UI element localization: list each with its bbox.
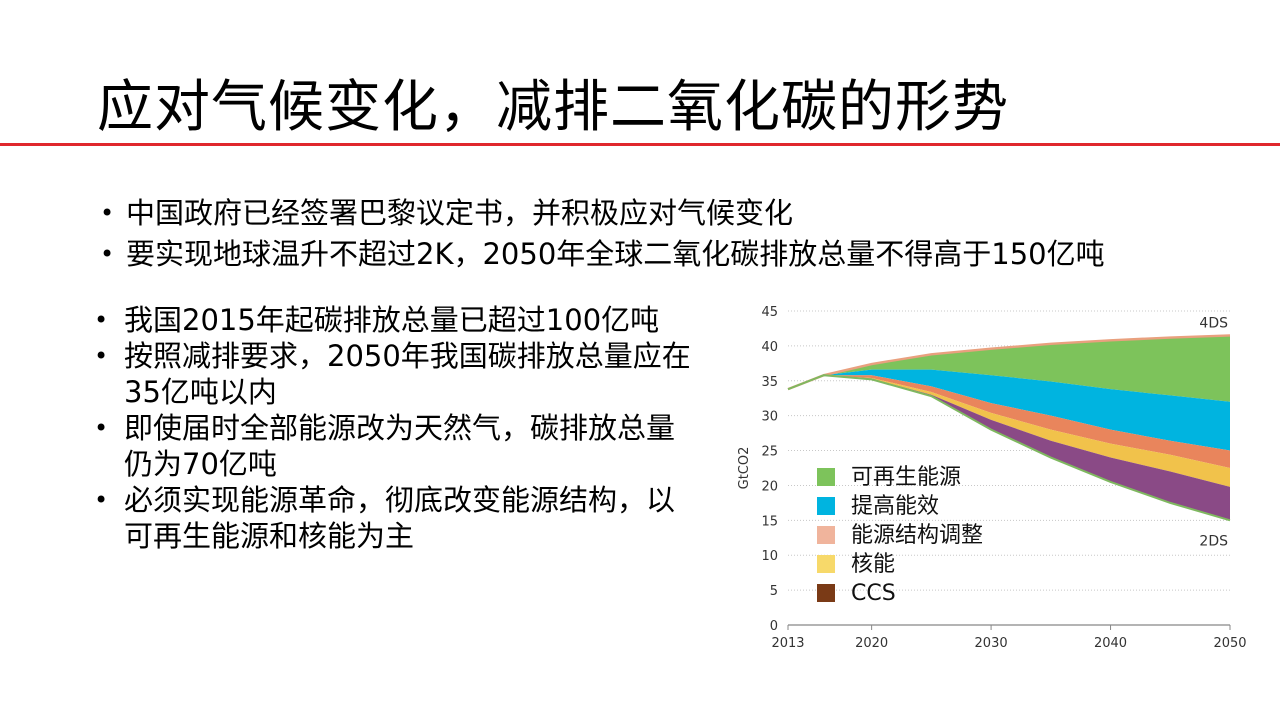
area-band-1 (788, 335, 1230, 402)
y-tick-label: 30 (761, 410, 778, 425)
bullet-text: 中国政府已经签署巴黎议定书，并积极应对气候变化 (126, 196, 794, 230)
bullet-item: • 我国2015年起碳排放总量已超过100亿吨 (92, 302, 692, 338)
bullet-dot-icon: • (94, 342, 109, 370)
bullet-dot-icon: • (100, 240, 115, 268)
legend-label: 提高能效 (851, 494, 939, 519)
line-2ds (787, 374, 1231, 522)
legend-swatch (817, 497, 835, 515)
bullet-dot-icon: • (94, 414, 109, 442)
bullet-dot-icon: • (94, 486, 109, 514)
legend-swatch (817, 526, 835, 544)
y-tick-label: 20 (761, 479, 778, 494)
y-tick-label: 10 (761, 549, 778, 564)
line-4ds (787, 334, 1231, 391)
bullet-text: 即使届时全部能源改为天然气，碳排放总量仍为70亿吨 (124, 411, 676, 481)
y-tick-label: 25 (761, 445, 778, 460)
bullet-text: 要实现地球温升不超过2K，2050年全球二氧化碳排放总量不得高于150亿吨 (126, 237, 1105, 271)
bullet-item: • 中国政府已经签署巴黎议定书，并积极应对气候变化 (98, 193, 1258, 234)
y-tick-label: 45 (761, 305, 778, 320)
x-tick-label: 2050 (1213, 636, 1246, 651)
scenario-label-4ds: 4DS (1199, 315, 1228, 331)
legend-swatch (817, 468, 835, 486)
top-bullet-list: • 中国政府已经签署巴黎议定书，并积极应对气候变化 • 要实现地球温升不超过2K，2… (98, 193, 1258, 275)
bullet-text: 我国2015年起碳排放总量已超过100亿吨 (124, 303, 660, 337)
bullet-item: • 必须实现能源革命，彻底改变能源结构，以可再生能源和核能为主 (92, 482, 692, 554)
x-tick-label: 2030 (975, 636, 1008, 651)
legend-label: 能源结构调整 (851, 523, 983, 548)
y-tick-label: 40 (761, 340, 778, 355)
bullet-item: • 即使届时全部能源改为天然气，碳排放总量仍为70亿吨 (92, 410, 692, 482)
emissions-area-chart: 0 5 10 15 20 25 30 35 40 45 2013 2020 2030 2040 2050 Gt… (737, 305, 1247, 651)
x-tick-label: 2020 (855, 636, 888, 651)
y-tick-label: 0 (770, 619, 778, 634)
area-band-2 (788, 369, 1230, 451)
y-tick-label: 5 (770, 584, 778, 599)
bullet-item: • 按照减排要求，2050年我国碳排放总量应在35亿吨以内 (92, 338, 692, 410)
left-bullet-list: • 我国2015年起碳排放总量已超过100亿吨 • 按照减排要求，2050年我国碳排… (92, 302, 692, 554)
emissions-chart: 0 5 10 15 20 25 30 35 40 45 2013 2020 2030 2040 2050 Gt… (700, 295, 1270, 660)
y-axis-label: GtCO2 (737, 447, 752, 490)
legend-label: 核能 (851, 552, 895, 577)
legend-label: CCS (851, 581, 896, 606)
bullet-item: • 要实现地球温升不超过2K，2050年全球二氧化碳排放总量不得高于150亿吨 (98, 234, 1258, 275)
y-tick-label: 15 (761, 514, 778, 529)
x-tick-label: 2040 (1094, 636, 1127, 651)
title-divider (0, 143, 1280, 146)
legend-swatch (817, 555, 835, 573)
area-band-3 (788, 375, 1230, 468)
legend-label: 可再生能源 (851, 465, 961, 490)
bullet-dot-icon: • (100, 199, 115, 227)
legend-swatch (817, 584, 835, 602)
bullet-text: 按照减排要求，2050年我国碳排放总量应在35亿吨以内 (124, 339, 691, 409)
bullet-text: 必须实现能源革命，彻底改变能源结构，以可再生能源和核能为主 (124, 483, 676, 553)
x-tick-label: 2013 (771, 636, 804, 651)
slide-title: 应对气候变化，减排二氧化碳的形势 (97, 75, 1009, 140)
scenario-label-2ds: 2DS (1199, 533, 1228, 549)
bullet-dot-icon: • (94, 306, 109, 334)
area-band-4 (788, 375, 1230, 487)
y-tick-label: 35 (761, 375, 778, 390)
